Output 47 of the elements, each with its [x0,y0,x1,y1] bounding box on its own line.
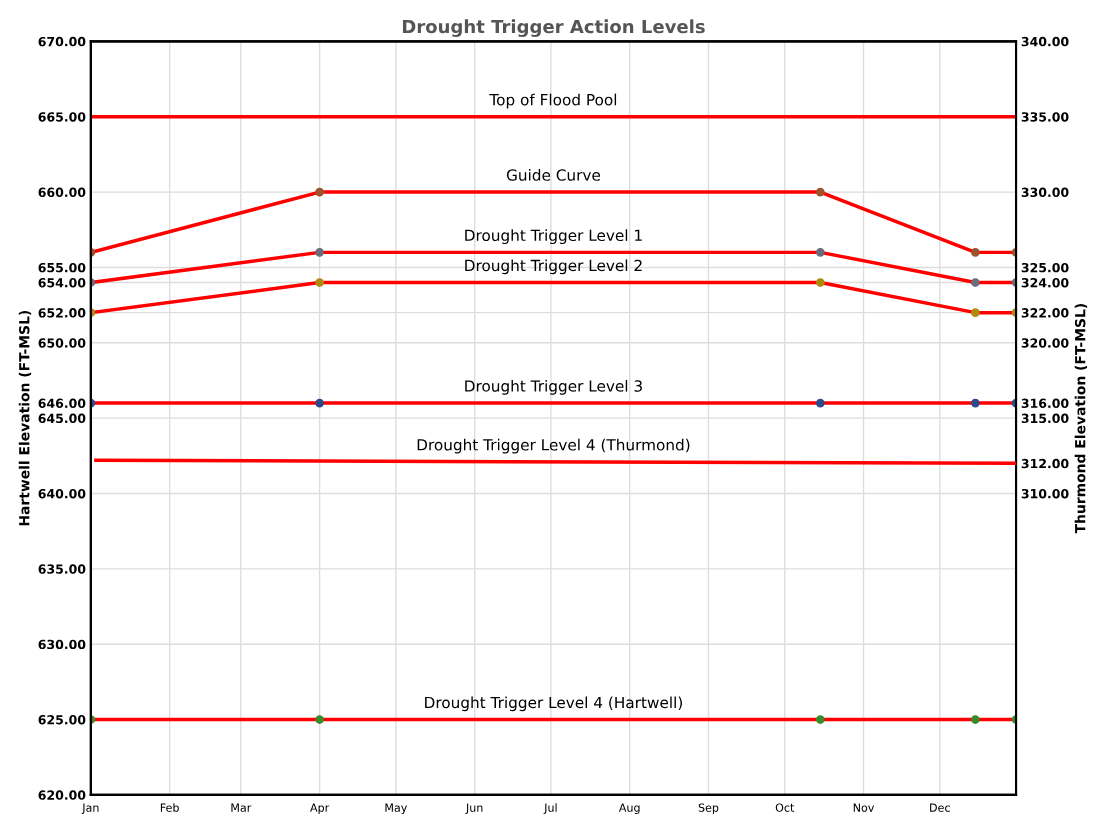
x-tick-label: Apr [310,803,330,814]
chart-title: Drought Trigger Action Levels [402,19,705,37]
y-tick-label: 630.00 [38,639,86,650]
y2-tick-label: 340.00 [1021,36,1069,47]
y2-tick-label: 310.00 [1021,488,1069,499]
x-tick-label: Nov [853,803,875,812]
series-label: Drought Trigger Level 1 [465,229,642,245]
y-tick-label: 645.00 [38,413,86,424]
series-label: Drought Trigger Level 4 (Hartwell) [425,696,682,712]
x-tick-label: Jul [543,803,557,814]
y2-tick-label: 322.00 [1021,308,1069,318]
y-tick-label: 670.00 [38,36,86,47]
x-tick-label: Jan [81,803,99,814]
y2-tick-label: 316.00 [1021,398,1069,408]
y-tick-label: 652.00 [38,308,86,318]
series-label: Drought Trigger Level 2 [465,259,642,275]
y-tick-label: 640.00 [38,488,86,499]
x-tick-label: Sep [698,803,719,814]
series-label: Guide Curve [506,168,601,181]
x-tick-label: Dec [930,803,950,812]
x-tick-label: Feb [160,803,179,812]
y-tick-label: 650.00 [38,338,86,348]
x-tick-label: Jun [465,803,483,814]
y-tick-label: 655.00 [38,262,86,273]
y2-tick-label: 330.00 [1021,187,1069,198]
x-tick-label: Aug [618,803,640,814]
y-tick-label: 635.00 [38,564,86,574]
y-tick-label: 646.00 [38,398,86,408]
y2-tick-label: 325.00 [1021,262,1069,273]
y2-axis-title: Thurmond Elevation (FT-MSL) [1074,304,1088,534]
y2-tick-label: 320.00 [1021,338,1069,348]
x-tick-label: Mar [231,803,252,812]
x-tick-label: May [385,803,408,814]
series-label: Drought Trigger Level 4 (Thurmond) [417,438,690,454]
x-tick-label: Oct [775,803,795,812]
y-axis-title: Hartwell Elevation (FT-MSL) [18,310,32,526]
series-label: Top of Flood Pool [489,93,617,109]
y-tick-label: 654.00 [38,277,86,288]
y-tick-label: 620.00 [38,790,86,800]
y-tick-label: 625.00 [38,715,86,725]
y2-tick-label: 335.00 [1021,112,1069,122]
y2-tick-label: 312.00 [1021,458,1069,469]
y-tick-label: 660.00 [38,187,86,198]
y-tick-label: 665.00 [38,112,86,122]
series-label: Drought Trigger Level 3 [465,379,642,395]
y2-tick-label: 324.00 [1021,277,1069,288]
y2-tick-label: 315.00 [1021,413,1069,424]
